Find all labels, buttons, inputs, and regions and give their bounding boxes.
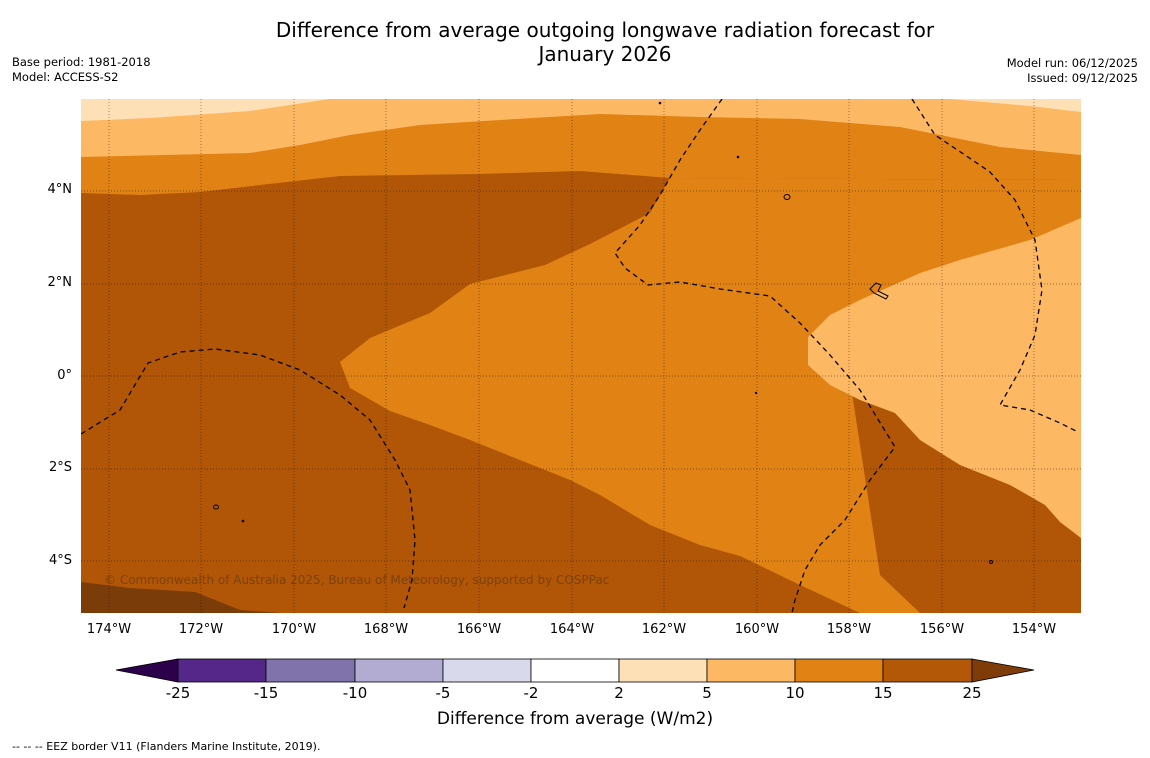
title-line-1: Difference from average outgoing longwav…	[275, 18, 935, 42]
meta-left: Base period: 1981-2018 Model: ACCESS-S2	[12, 55, 151, 85]
lon-label-156w: 156°W	[919, 622, 965, 637]
lon-label-166w: 166°W	[456, 622, 502, 637]
map-canvas	[81, 99, 1081, 613]
colorbar-segment-9	[882, 658, 973, 683]
lon-label-162w: 162°W	[641, 622, 687, 637]
eez-border-center	[614, 99, 896, 613]
colorbar-segment-2	[265, 658, 356, 683]
model-text: Model: ACCESS-S2	[12, 70, 119, 84]
colorbar-tick: 25	[962, 684, 982, 702]
islands	[213, 101, 993, 564]
shade-25-plus-corner	[81, 582, 280, 613]
shade-2-5-topright	[950, 99, 1081, 112]
island-1	[783, 194, 791, 200]
colorbar-tick: 5	[702, 684, 712, 702]
colorbar-label: Difference from average (W/m2)	[436, 709, 714, 729]
colorbar	[115, 658, 1035, 683]
title-line-2: January 2026	[538, 42, 672, 66]
island-7	[989, 560, 993, 564]
issued-text: Issued: 09/12/2025	[1027, 71, 1138, 85]
shade-5-10-right	[808, 218, 1081, 538]
lat-label-0: 0°	[57, 368, 72, 383]
colorbar-segment-3	[354, 658, 444, 683]
lon-label-174w: 174°W	[86, 622, 132, 637]
colorbar-tick: -25	[165, 684, 191, 702]
lon-label-168w: 168°W	[363, 622, 409, 637]
colorbar-tick: -5	[435, 684, 451, 702]
island-5	[658, 101, 662, 105]
colorbar-tick: -2	[523, 684, 539, 702]
colorbar-segment-5	[530, 658, 620, 683]
eez-borders	[81, 99, 1079, 613]
colorbar-tick: -15	[253, 684, 279, 702]
base-period-text: Base period: 1981-2018	[12, 55, 151, 69]
colorbar-segment-4	[442, 658, 532, 683]
lon-label-160w: 160°W	[734, 622, 780, 637]
colorbar-segment-7	[706, 658, 796, 683]
eez-legend-note: -- -- -- EEZ border V11 (Flanders Marine…	[12, 740, 321, 753]
lat-label-4n: 4°N	[47, 182, 73, 197]
island-8	[754, 391, 758, 395]
shade-5-10-top	[81, 99, 1081, 157]
lon-label-158w: 158°W	[826, 622, 872, 637]
island-2	[869, 282, 889, 300]
colorbar-max-extension	[971, 658, 1035, 683]
eez-border-west	[81, 348, 416, 609]
copyright-text: © Commonwealth of Australia 2025, Bureau…	[104, 573, 610, 587]
chart-title: Difference from average outgoing longwav…	[230, 18, 980, 66]
colorbar-tick: -10	[342, 684, 368, 702]
island-6	[736, 155, 740, 159]
island-3	[213, 504, 219, 510]
colorbar-tick: 10	[785, 684, 805, 702]
lon-label-172w: 172°W	[178, 622, 224, 637]
shade-2-5-top	[81, 99, 330, 121]
colorbar-min-extension	[115, 658, 179, 683]
model-run-text: Model run: 06/12/2025	[1006, 56, 1138, 70]
island-4	[241, 519, 245, 523]
lat-label-2n: 2°N	[47, 275, 73, 290]
colorbar-segment-6	[618, 658, 708, 683]
lat-label-4s: 4°S	[48, 553, 72, 568]
eez-border-east	[911, 99, 1079, 433]
lon-label-170w: 170°W	[271, 622, 317, 637]
colorbar-segment-8	[794, 658, 884, 683]
lon-label-164w: 164°W	[549, 622, 595, 637]
meta-right: Model run: 06/12/2025 Issued: 09/12/2025	[1007, 56, 1138, 86]
colorbar-tick: 15	[873, 684, 893, 702]
lat-label-2s: 2°S	[48, 460, 72, 475]
colorbar-segment-1	[177, 658, 267, 683]
colorbar-tick: 2	[614, 684, 624, 702]
lon-label-154w: 154°W	[1011, 622, 1057, 637]
